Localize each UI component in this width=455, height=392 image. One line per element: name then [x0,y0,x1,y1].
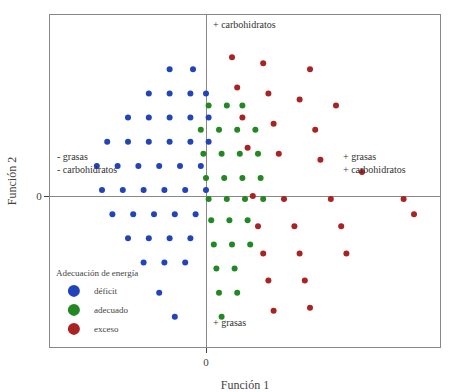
svg-text:+ grasas: + grasas [213,317,246,328]
svg-text:0: 0 [203,356,209,368]
svg-text:Función 2: Función 2 [5,157,19,205]
svg-text:+ carbohidratos: + carbohidratos [213,19,276,30]
svg-text:Adecuación de energía: Adecuación de energía [56,268,138,278]
svg-text:- grasas- carbohidratos: - grasas- carbohidratos [57,151,117,175]
svg-text:adecuado: adecuado [94,305,128,315]
svg-text:exceso: exceso [94,324,119,334]
svg-text:Función 1: Función 1 [221,378,269,392]
svg-text:+ grasas+ carbohidratos: + grasas+ carbohidratos [343,151,406,175]
svg-text:déficit: déficit [94,286,117,296]
svg-text:0: 0 [36,190,42,202]
